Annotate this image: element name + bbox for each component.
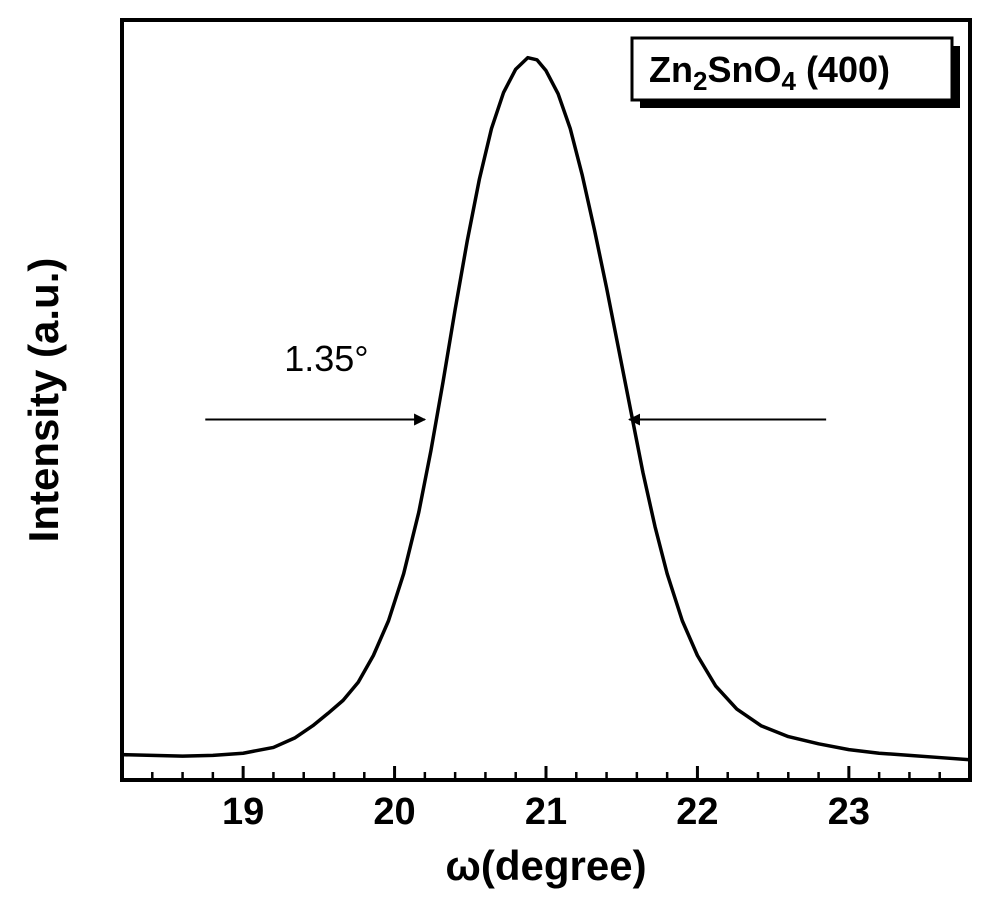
x-axis-label: ω(degree) [445,842,646,889]
x-tick-label: 23 [828,791,870,833]
xrd-rocking-curve-chart: 19 20 21 22 23 Intensity (a.u.) ω(degree) Zn2Sn… [0,0,1000,899]
y-axis-label: Intensity (a.u.) [20,258,67,543]
x-tick-label: 21 [525,791,567,833]
x-tick-label: 20 [373,791,415,833]
legend-text: Zn2SnO4 (400) [649,49,890,96]
rocking-curve [122,58,970,760]
x-tick-label: 19 [222,791,264,833]
plot-border [122,20,970,780]
fwhm-value-label: 1.35° [284,338,368,379]
x-tick-label: 22 [676,791,718,833]
